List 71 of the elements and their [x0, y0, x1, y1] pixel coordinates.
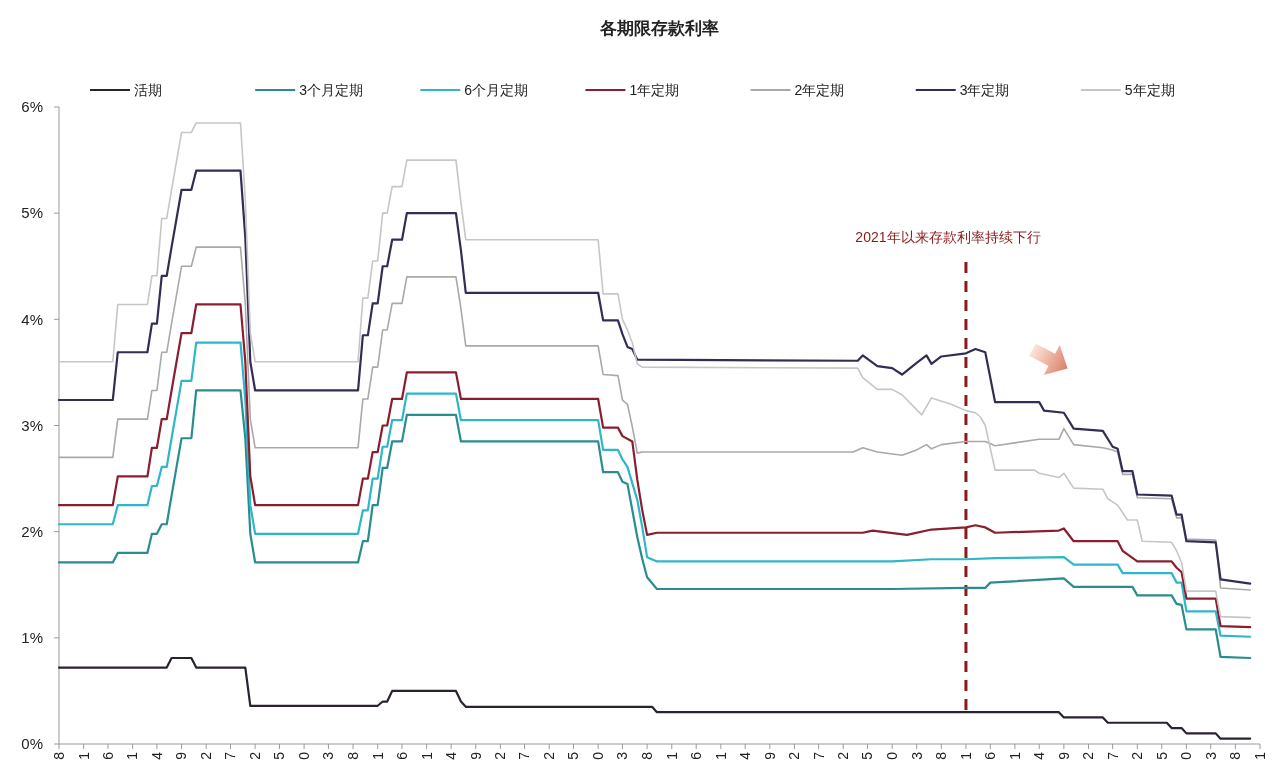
x-tick-label: 9 — [467, 751, 484, 760]
x-tick-label: 5 — [565, 751, 582, 760]
y-tick-label: 6% — [21, 98, 43, 116]
x-tick-label: 7 — [810, 751, 827, 760]
x-tick-label: 1 — [663, 751, 680, 760]
y-tick-label: 0% — [21, 735, 43, 753]
x-tick-label: 9 — [761, 751, 778, 760]
x-tick-label: 4 — [1031, 751, 1048, 760]
x-tick-label: 4 — [443, 751, 460, 760]
x-tick-label: 9 — [1055, 751, 1072, 760]
x-tick-label: 1 — [418, 751, 435, 760]
y-tick-label: 5% — [21, 204, 43, 222]
x-tick-label: 1 — [712, 751, 729, 760]
legend-label: 6个月定期 — [464, 81, 529, 98]
x-tick-label: 5 — [271, 751, 288, 760]
x-tick-label: 3 — [908, 751, 925, 760]
x-tick-label: 6 — [99, 751, 116, 760]
x-tick-label: 2 — [786, 751, 803, 760]
x-tick-label: 7 — [516, 751, 533, 760]
x-tick-label: 7 — [222, 751, 239, 760]
x-tick-label: 6 — [393, 751, 410, 760]
x-tick-label: 3 — [614, 751, 631, 760]
x-tick-label: 6 — [982, 751, 999, 760]
x-tick-label: 2 — [198, 751, 215, 760]
x-tick-label: 9 — [173, 751, 190, 760]
legend-label: 5年定期 — [1124, 81, 1175, 98]
x-tick-label: 1 — [369, 751, 386, 760]
line-series — [57, 169, 1252, 585]
x-tick-label: 8 — [1227, 751, 1244, 760]
x-tick-label: 1 — [124, 751, 141, 760]
x-tick-label: 7 — [1104, 751, 1121, 760]
x-tick-label: 2 — [541, 751, 558, 760]
x-tick-label: 8 — [50, 751, 67, 760]
x-tick-label: 5 — [1153, 751, 1170, 760]
x-tick-label: 8 — [933, 751, 950, 760]
x-tick-label: 1 — [957, 751, 974, 760]
line-series — [57, 389, 1252, 660]
x-tick-label: 5 — [859, 751, 876, 760]
x-tick-label: 0 — [884, 751, 901, 760]
x-tick-label: 1 — [1006, 751, 1023, 760]
x-tick-label: 2 — [1080, 751, 1097, 760]
x-tick-label: 8 — [639, 751, 655, 760]
x-tick-label: 1 — [1251, 751, 1268, 760]
x-tick-label: 0 — [1178, 751, 1195, 760]
line-series — [58, 122, 1251, 619]
x-tick-label: 1 — [75, 751, 92, 760]
x-tick-label: 2 — [247, 751, 264, 760]
legend-label: 2年定期 — [794, 81, 845, 98]
legend-label: 3个月定期 — [299, 81, 363, 98]
legend-label: 活期 — [134, 81, 162, 98]
line-series — [57, 656, 1252, 740]
x-tick-label: 0 — [296, 751, 312, 760]
x-tick-label: 3 — [1202, 751, 1219, 760]
x-tick-label: 4 — [737, 751, 754, 760]
x-tick-label: 4 — [148, 751, 165, 760]
ref-line-label: 2021年以来存款利率持续下行 — [855, 229, 1041, 245]
x-tick-label: 2 — [492, 751, 509, 760]
line-series — [58, 246, 1251, 591]
x-tick-label: 2 — [1129, 751, 1146, 760]
y-tick-label: 1% — [21, 629, 43, 647]
x-tick-label: 3 — [320, 751, 337, 760]
x-tick-label: 6 — [688, 751, 705, 760]
legend-label: 1年定期 — [629, 81, 680, 98]
x-tick-label: 8 — [344, 751, 361, 760]
y-tick-label: 4% — [21, 310, 43, 328]
y-tick-label: 3% — [21, 416, 43, 434]
x-tick-label: 0 — [590, 751, 607, 760]
legend-label: 3年定期 — [959, 81, 1010, 98]
chart-title: 各期限存款利率 — [599, 19, 719, 38]
y-tick-label: 2% — [21, 522, 43, 540]
x-tick-label: 2 — [835, 751, 852, 760]
